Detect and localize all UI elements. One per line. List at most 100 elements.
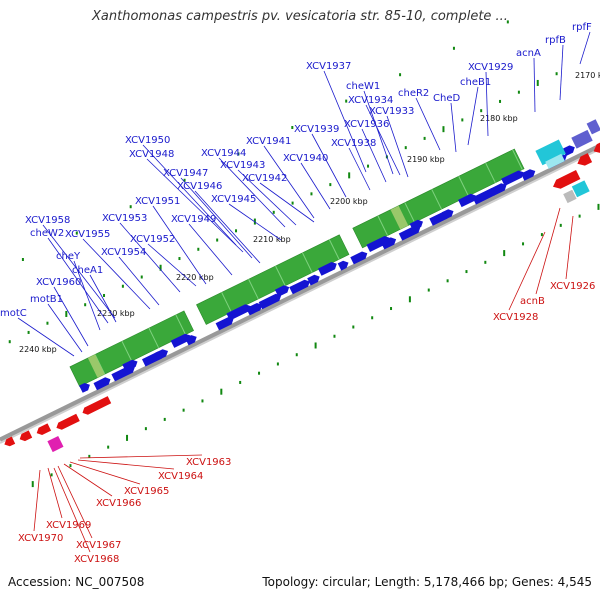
feature-divider <box>302 252 313 273</box>
reverse-gene-arrow <box>19 430 33 442</box>
forward-gene-label: XCV1940 <box>283 153 328 164</box>
forward-gene-arrow <box>258 293 282 310</box>
reverse-gene-arrow <box>56 413 80 430</box>
scale-tick <box>84 303 87 307</box>
scale-tick <box>216 238 219 242</box>
forward-gene-arrow <box>170 333 191 348</box>
scale-tick <box>272 210 275 214</box>
label-leader-line <box>467 86 479 146</box>
scale-tick <box>159 264 162 271</box>
forward-gene-label: XCV1960 <box>36 277 81 288</box>
label-leader-line <box>47 467 63 519</box>
label-leader-line <box>565 215 574 280</box>
forward-gene-label: cheW2 <box>30 228 64 239</box>
feature-divider <box>458 176 469 197</box>
forward-gene-label: XCV1937 <box>306 61 351 72</box>
label-leader-line <box>508 231 546 311</box>
feature-divider <box>404 202 415 223</box>
reverse-gene-arrow <box>577 153 593 166</box>
feature-divider <box>377 215 389 236</box>
scale-tick <box>314 342 317 349</box>
scale-tick <box>295 353 298 357</box>
label-leader-line <box>188 223 233 276</box>
page-title: Xanthomonas campestris pv. vesicatoria s… <box>92 9 508 24</box>
label-leader-line <box>365 104 401 176</box>
feature-divider <box>248 278 259 300</box>
forward-gene-arrow <box>307 274 320 286</box>
scale-tick <box>390 307 393 311</box>
scale-tick <box>423 136 426 140</box>
accession-label: Accession: NC_007508 <box>8 575 145 589</box>
reverse-gene-label: XCV1968 <box>74 554 119 565</box>
label-leader-line <box>42 224 116 319</box>
forward-gene-label: XCV1955 <box>65 229 110 240</box>
label-leader-line <box>89 274 117 323</box>
label-leader-line <box>180 177 253 259</box>
reverse-gene-label: XCV1926 <box>550 281 595 292</box>
reverse-gene-arrow <box>553 170 581 189</box>
forward-gene-arrow <box>366 236 390 252</box>
scale-tick <box>103 293 106 297</box>
scale-tick <box>559 223 562 227</box>
reverse-gene-arrow <box>82 396 112 415</box>
forward-gene-label: XCV1938 <box>331 138 376 149</box>
label-leader-line <box>559 44 564 101</box>
scale-tick <box>348 172 351 179</box>
label-leader-line <box>73 260 101 331</box>
scale-tick <box>21 258 24 262</box>
forward-gene-label: cheR2 <box>398 88 429 99</box>
scale-tick <box>291 125 294 129</box>
scale-tick <box>427 288 430 292</box>
scale-tick <box>499 99 502 103</box>
scale-tick <box>239 380 242 384</box>
label-leader-line <box>363 90 394 175</box>
label-leader-line <box>69 461 141 485</box>
forward-gene-arrow <box>215 317 234 331</box>
scale-tick <box>31 481 34 488</box>
reverse-gene-label: acnB <box>520 296 545 307</box>
cds-feature-bar <box>352 148 525 249</box>
forward-gene-label: XCV1939 <box>294 124 339 135</box>
scale-tick <box>144 427 147 431</box>
reverse-gene-arrow <box>593 142 600 153</box>
scale-tick <box>536 79 539 86</box>
label-leader-line <box>152 205 207 285</box>
label-leader-line <box>263 145 315 219</box>
forward-gene-label: cheA1 <box>72 265 103 276</box>
reverse-gene-label: XCV1928 <box>493 312 538 323</box>
forward-gene-label: XCV1933 <box>369 106 414 117</box>
forward-gene-label: XCV1936 <box>344 119 389 130</box>
forward-gene-arrow <box>350 251 368 265</box>
label-leader-line <box>146 158 244 253</box>
forward-gene-arrow <box>409 219 423 231</box>
position-label: 2210 kbp <box>253 235 291 244</box>
forward-gene-label: XCV1948 <box>129 149 174 160</box>
reverse-gene-arrow <box>36 423 52 435</box>
label-leader-line <box>348 147 371 191</box>
position-label: 2230 kbp <box>97 309 135 318</box>
forward-gene-arrow <box>380 237 397 250</box>
label-leader-line <box>118 256 160 306</box>
feature-divider <box>485 162 496 184</box>
reverse-gene-label: XCV1969 <box>46 520 91 531</box>
reverse-gene-label: XCV1970 <box>18 533 63 544</box>
label-leader-line <box>63 463 113 497</box>
forward-gene-label: XCV1958 <box>25 215 70 226</box>
rpfb-feature <box>571 129 593 149</box>
position-label: 2190 kbp <box>407 155 445 164</box>
label-leader-line <box>259 182 315 223</box>
label-leader-line <box>53 286 89 347</box>
forward-gene-label: motC <box>0 308 27 319</box>
forward-gene-label: rpfB <box>545 35 566 46</box>
forward-gene-label: rpfF <box>572 22 592 33</box>
pseudogene-feature <box>47 436 64 453</box>
scale-tick <box>178 257 181 261</box>
label-leader-line <box>147 243 197 287</box>
genome-backbone-shadow <box>0 148 600 444</box>
label-leader-line <box>228 203 282 241</box>
forward-gene-arrow <box>441 209 454 220</box>
reverse-gene-arrow <box>4 436 16 447</box>
forward-gene-label: acnA <box>516 48 541 59</box>
acna-subfeature <box>545 153 565 169</box>
